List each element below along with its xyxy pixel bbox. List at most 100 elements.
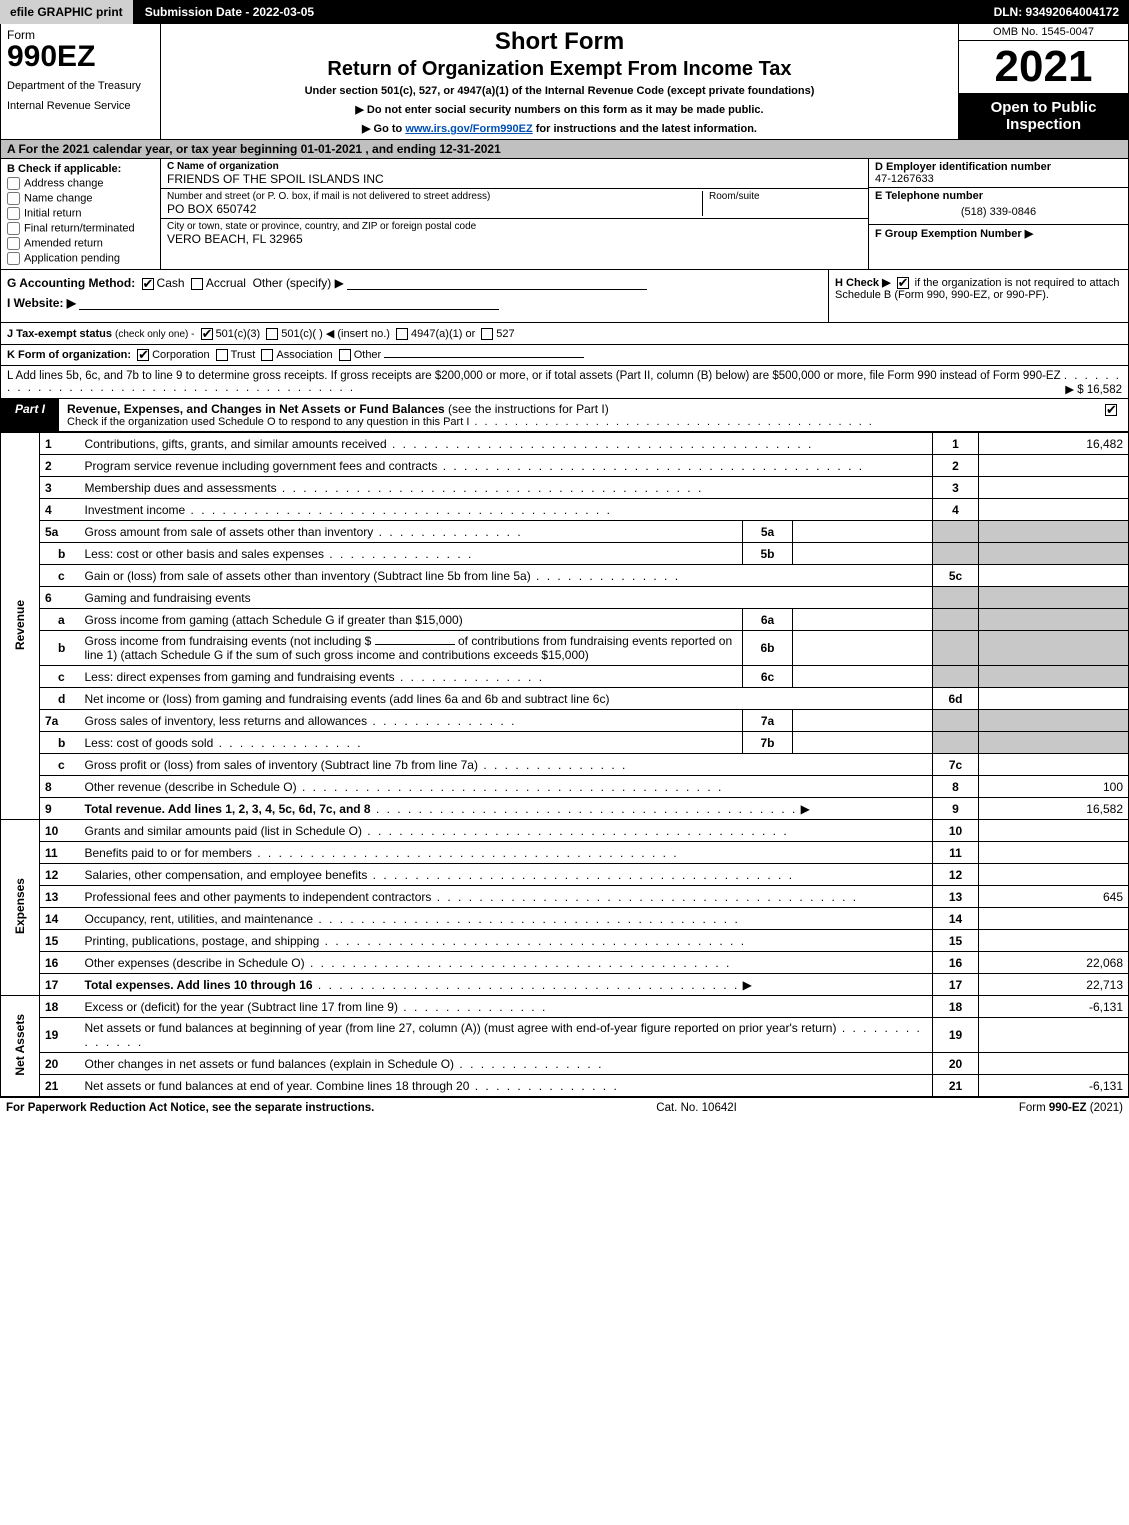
irs-link[interactable]: www.irs.gov/Form990EZ <box>405 123 532 135</box>
footer-right: Form 990-EZ (2021) <box>1019 1102 1123 1114</box>
chk-501c[interactable] <box>266 328 278 340</box>
chk-other-org[interactable] <box>339 349 351 361</box>
line-5a-desc: Gross amount from sale of assets other t… <box>80 521 743 543</box>
line-3-num: 3 <box>40 477 80 499</box>
line-6c-amount <box>979 666 1129 688</box>
line-6d-num: d <box>40 688 80 710</box>
line-6b-ref <box>933 631 979 666</box>
city-label: City or town, state or province, country… <box>167 221 862 232</box>
note-goto-post: for instructions and the latest informat… <box>533 123 757 135</box>
section-l: L Add lines 5b, 6c, and 7b to line 9 to … <box>0 366 1129 399</box>
line-5c-desc: Gain or (loss) from sale of assets other… <box>80 565 933 587</box>
line-5b-subval <box>793 543 933 565</box>
open-to-public: Open to Public Inspection <box>959 93 1128 139</box>
chk-trust[interactable] <box>216 349 228 361</box>
line-19-desc: Net assets or fund balances at beginning… <box>80 1018 933 1053</box>
i-website-input[interactable] <box>79 309 499 310</box>
line-19-ref: 19 <box>933 1018 979 1053</box>
section-b-header: B Check if applicable: <box>7 163 154 175</box>
line-6b-subref: 6b <box>743 631 793 666</box>
note-ssn: ▶ Do not enter social security numbers o… <box>169 103 950 116</box>
line-8-desc: Other revenue (describe in Schedule O) <box>80 776 933 798</box>
line-18-amount: -6,131 <box>979 996 1129 1018</box>
chk-amended-return-box[interactable] <box>7 237 20 250</box>
chk-4947[interactable] <box>396 328 408 340</box>
line-6d-desc: Net income or (loss) from gaming and fun… <box>80 688 933 710</box>
line-4-desc: Investment income <box>80 499 933 521</box>
chk-application-pending-box[interactable] <box>7 252 20 265</box>
line-6-desc: Gaming and fundraising events <box>80 587 933 609</box>
line-6d-ref: 6d <box>933 688 979 710</box>
chk-final-return[interactable]: Final return/terminated <box>7 222 154 235</box>
line-5b-subref: 5b <box>743 543 793 565</box>
line-12-num: 12 <box>40 864 80 886</box>
j-4947-label: 4947(a)(1) or <box>411 328 475 340</box>
line-15-desc: Printing, publications, postage, and shi… <box>80 930 933 952</box>
line-5a-subref: 5a <box>743 521 793 543</box>
line-7b-ref <box>933 732 979 754</box>
line-7c-amount <box>979 754 1129 776</box>
line-16-ref: 16 <box>933 952 979 974</box>
sidebar-netassets: Net Assets <box>1 996 40 1097</box>
submission-date-label: Submission Date - 2022-03-05 <box>135 0 324 24</box>
section-ghi: G Accounting Method: Cash Accrual Other … <box>0 270 1129 323</box>
k-other-input[interactable] <box>384 357 584 358</box>
form-number: 990EZ <box>7 42 154 72</box>
chk-cash[interactable] <box>142 278 154 290</box>
line-1-num: 1 <box>40 433 80 455</box>
i-label: I Website: ▶ <box>7 296 76 310</box>
chk-527[interactable] <box>481 328 493 340</box>
line-9-amount: 16,582 <box>979 798 1129 820</box>
g-other-input[interactable] <box>347 289 647 290</box>
group-exemption-label: F Group Exemption Number ▶ <box>875 227 1122 240</box>
line-2-desc: Program service revenue including govern… <box>80 455 933 477</box>
chk-final-return-box[interactable] <box>7 222 20 235</box>
line-6c-subval <box>793 666 933 688</box>
chk-name-change[interactable]: Name change <box>7 192 154 205</box>
line-5a-amount <box>979 521 1129 543</box>
line-11-desc: Benefits paid to or for members <box>80 842 933 864</box>
line-20-ref: 20 <box>933 1053 979 1075</box>
line-10-num: 10 <box>40 820 80 842</box>
line-15-num: 15 <box>40 930 80 952</box>
chk-amended-return[interactable]: Amended return <box>7 237 154 250</box>
line-11-amount <box>979 842 1129 864</box>
line-7b-num: b <box>40 732 80 754</box>
line-11-ref: 11 <box>933 842 979 864</box>
line-6-ref <box>933 587 979 609</box>
line-12-ref: 12 <box>933 864 979 886</box>
line-21-amount: -6,131 <box>979 1075 1129 1097</box>
footer-center: Cat. No. 10642I <box>374 1102 1019 1114</box>
chk-schedule-b[interactable] <box>897 277 909 289</box>
chk-address-change[interactable]: Address change <box>7 177 154 190</box>
line-4-amount <box>979 499 1129 521</box>
line-16-desc: Other expenses (describe in Schedule O) <box>80 952 933 974</box>
line-7a-ref <box>933 710 979 732</box>
k-trust-label: Trust <box>231 349 256 361</box>
chk-initial-return-box[interactable] <box>7 207 20 220</box>
chk-501c3[interactable] <box>201 328 213 340</box>
chk-initial-return[interactable]: Initial return <box>7 207 154 220</box>
header-center: Short Form Return of Organization Exempt… <box>161 24 958 139</box>
chk-name-change-box[interactable] <box>7 192 20 205</box>
part1-header: Part I Revenue, Expenses, and Changes in… <box>0 399 1129 432</box>
k-label: K Form of organization: <box>7 349 131 361</box>
efile-print-button[interactable]: efile GRAPHIC print <box>0 0 135 24</box>
line-5a-num: 5a <box>40 521 80 543</box>
line-7b-subref: 7b <box>743 732 793 754</box>
chk-accrual[interactable] <box>191 278 203 290</box>
line-19-num: 19 <box>40 1018 80 1053</box>
tax-year: 2021 <box>959 41 1128 93</box>
chk-application-pending[interactable]: Application pending <box>7 252 154 265</box>
chk-corporation[interactable] <box>137 349 149 361</box>
chk-schedule-o[interactable] <box>1105 404 1117 416</box>
chk-association[interactable] <box>261 349 273 361</box>
sidebar-revenue: Revenue <box>1 433 40 820</box>
line-4-num: 4 <box>40 499 80 521</box>
line-7a-num: 7a <box>40 710 80 732</box>
line-13-desc: Professional fees and other payments to … <box>80 886 933 908</box>
chk-address-change-box[interactable] <box>7 177 20 190</box>
line-6a-num: a <box>40 609 80 631</box>
line-6b-num: b <box>40 631 80 666</box>
line-8-num: 8 <box>40 776 80 798</box>
